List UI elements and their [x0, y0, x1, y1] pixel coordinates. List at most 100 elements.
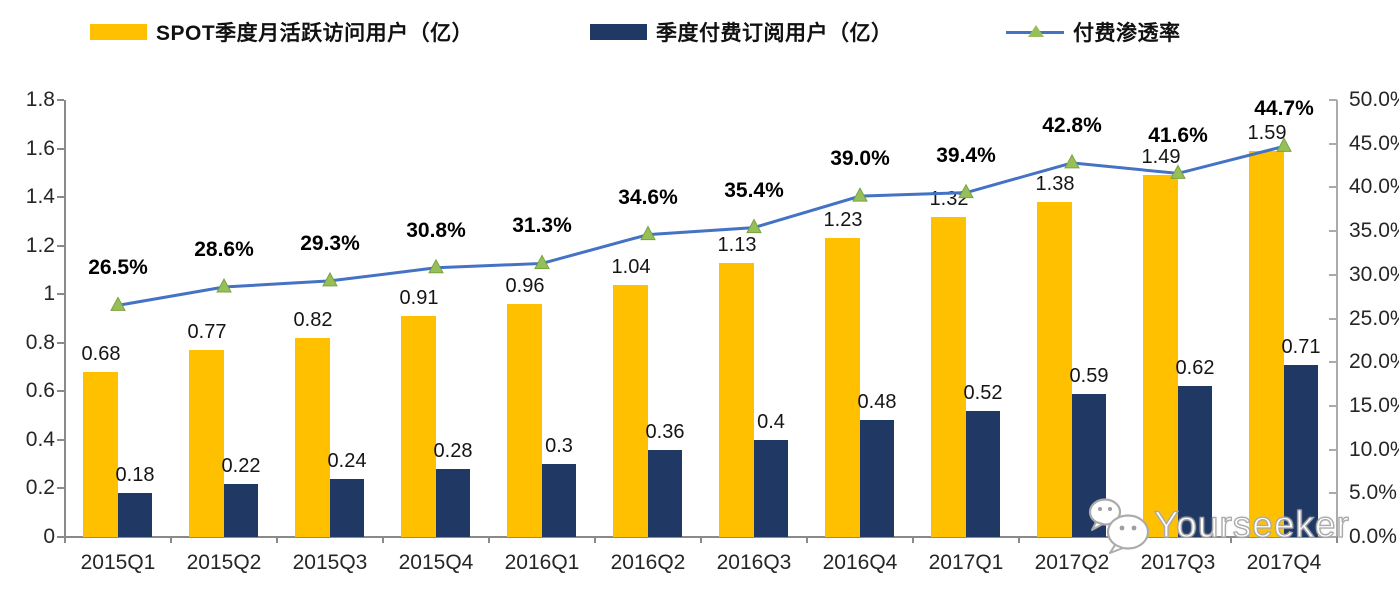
bar-subscribers [648, 449, 682, 537]
y-axis-right-tick [1329, 492, 1337, 495]
y-axis-right-tick [1329, 536, 1337, 538]
triangle-marker-icon [110, 296, 126, 311]
bar-subscribers-value-label: 0.71 [1281, 335, 1321, 358]
x-axis-category-label: 2016Q2 [610, 551, 686, 574]
y-axis-left-tick [57, 99, 64, 101]
penetration-value-label: 34.6% [618, 185, 678, 209]
y-axis-right-tick-label: 20.0% [1349, 350, 1399, 374]
bar-mau-value-label: 1.38 [1035, 172, 1075, 195]
y-axis-left-tick [57, 390, 64, 393]
bar-subscribers-value-label: 0.28 [433, 440, 473, 463]
bar-subscribers-value-label: 0.24 [327, 449, 367, 472]
y-axis-right-tick-label: 25.0% [1349, 306, 1399, 330]
y-axis-left-tick-label: 0.4 [25, 427, 55, 451]
triangle-marker-icon [428, 258, 444, 274]
penetration-value-label: 39.4% [936, 143, 996, 167]
triangle-marker-icon [746, 218, 762, 234]
y-axis-right-tick [1329, 273, 1337, 276]
legend-item-subscribers: 季度付费订阅用户（亿） [590, 16, 893, 48]
bar-subscribers [224, 483, 258, 537]
penetration-value-label: 39.0% [830, 147, 890, 171]
y-axis-right-tick [1329, 317, 1337, 320]
legend-label-mau: SPOT季度月活跃访问用户（亿） [156, 22, 474, 45]
legend-line-marker-icon [1006, 24, 1064, 40]
bar-mau [401, 316, 436, 537]
triangle-marker-icon [1064, 153, 1080, 169]
y-axis-right-tick [1329, 142, 1337, 145]
x-axis-category-label: 2015Q3 [292, 551, 368, 574]
penetration-value-label: 35.4% [724, 178, 784, 202]
y-axis-left-tick [57, 147, 64, 150]
bar-mau-value-label: 1.49 [1141, 146, 1181, 169]
y-axis-right-tick-label: 40.0% [1349, 175, 1399, 199]
y-axis-right-tick [1329, 404, 1337, 407]
x-axis-category-label: 2015Q4 [398, 551, 474, 574]
y-axis-left-tick-label: 1.6 [25, 136, 55, 160]
bar-mau-value-label: 0.82 [293, 308, 333, 331]
triangle-marker-icon [216, 277, 232, 293]
legend-label-subscribers: 季度付费订阅用户（亿） [656, 22, 893, 45]
y-axis-left-tick-label: 0.2 [25, 476, 55, 500]
y-axis-right-tick [1329, 448, 1337, 451]
x-axis-tick [912, 537, 914, 543]
bar-mau-value-label: 1.04 [611, 255, 651, 278]
bar-subscribers-value-label: 0.18 [115, 464, 155, 487]
y-axis-left-line [64, 100, 66, 537]
penetration-value-label: 31.3% [512, 214, 572, 238]
bar-mau-value-label: 1.32 [929, 187, 969, 210]
y-axis-left-tick [57, 536, 64, 538]
y-axis-left-tick-label: 0 [43, 525, 55, 548]
bar-subscribers [966, 410, 1000, 537]
bar-subscribers [118, 493, 152, 537]
bar-subscribers [1284, 364, 1318, 537]
y-axis-left-tick [57, 244, 64, 247]
y-axis-right-tick-label: 10.0% [1349, 437, 1399, 461]
y-axis-right-tick-label: 0.0% [1349, 525, 1397, 548]
y-axis-left-tick [57, 438, 64, 441]
x-axis-category-label: 2017Q2 [1034, 551, 1110, 574]
x-axis-tick [700, 537, 702, 543]
penetration-line [117, 144, 1285, 307]
y-axis-right-tick-label: 30.0% [1349, 262, 1399, 286]
bar-mau [825, 238, 860, 537]
bar-mau [1143, 175, 1178, 537]
x-axis-tick [1230, 537, 1232, 543]
bar-subscribers-value-label: 0.22 [221, 454, 261, 477]
x-axis-category-label: 2017Q3 [1140, 551, 1216, 574]
x-axis-category-label: 2015Q1 [80, 551, 156, 574]
x-axis-category-label: 2017Q1 [928, 551, 1004, 574]
bar-subscribers-value-label: 0.62 [1175, 357, 1215, 380]
x-axis-tick [1018, 537, 1020, 543]
y-axis-right-tick [1329, 361, 1337, 364]
y-axis-right-tick [1329, 99, 1337, 101]
x-axis-tick [170, 537, 172, 543]
bar-mau [507, 303, 542, 537]
y-axis-right-tick-label: 50.0% [1349, 88, 1399, 111]
y-axis-right-tick [1329, 230, 1337, 233]
penetration-value-label: 42.8% [1042, 113, 1102, 137]
y-axis-left-tick-label: 1.2 [25, 233, 55, 257]
x-axis-category-label: 2016Q3 [716, 551, 792, 574]
bar-mau-value-label: 0.68 [81, 342, 121, 365]
legend-triangle-marker-icon [1028, 25, 1044, 37]
bar-subscribers-value-label: 0.3 [545, 435, 573, 458]
x-axis-tick [64, 537, 66, 543]
y-axis-right-tick-label: 5.0% [1349, 481, 1397, 505]
triangle-marker-icon [640, 225, 656, 241]
y-axis-left-tick [57, 487, 64, 490]
bar-mau-value-label: 0.77 [187, 321, 227, 344]
x-axis-category-label: 2016Q1 [504, 551, 580, 574]
bar-subscribers-value-label: 0.59 [1069, 364, 1109, 387]
watermark-text: Yourseeker [1153, 503, 1350, 545]
watermark: Yourseeker [1086, 496, 1350, 554]
y-axis-left-tick-label: 1.8 [25, 88, 55, 111]
bar-mau-value-label: 1.13 [717, 233, 757, 256]
bar-mau-value-label: 1.23 [823, 209, 863, 232]
y-axis-right-tick-label: 15.0% [1349, 393, 1399, 417]
x-axis-category-label: 2015Q2 [186, 551, 262, 574]
x-axis-category-label: 2016Q4 [822, 551, 898, 574]
y-axis-left-tick-label: 1 [43, 282, 55, 306]
triangle-marker-icon [852, 187, 868, 202]
y-axis-right-tick-label: 35.0% [1349, 219, 1399, 243]
